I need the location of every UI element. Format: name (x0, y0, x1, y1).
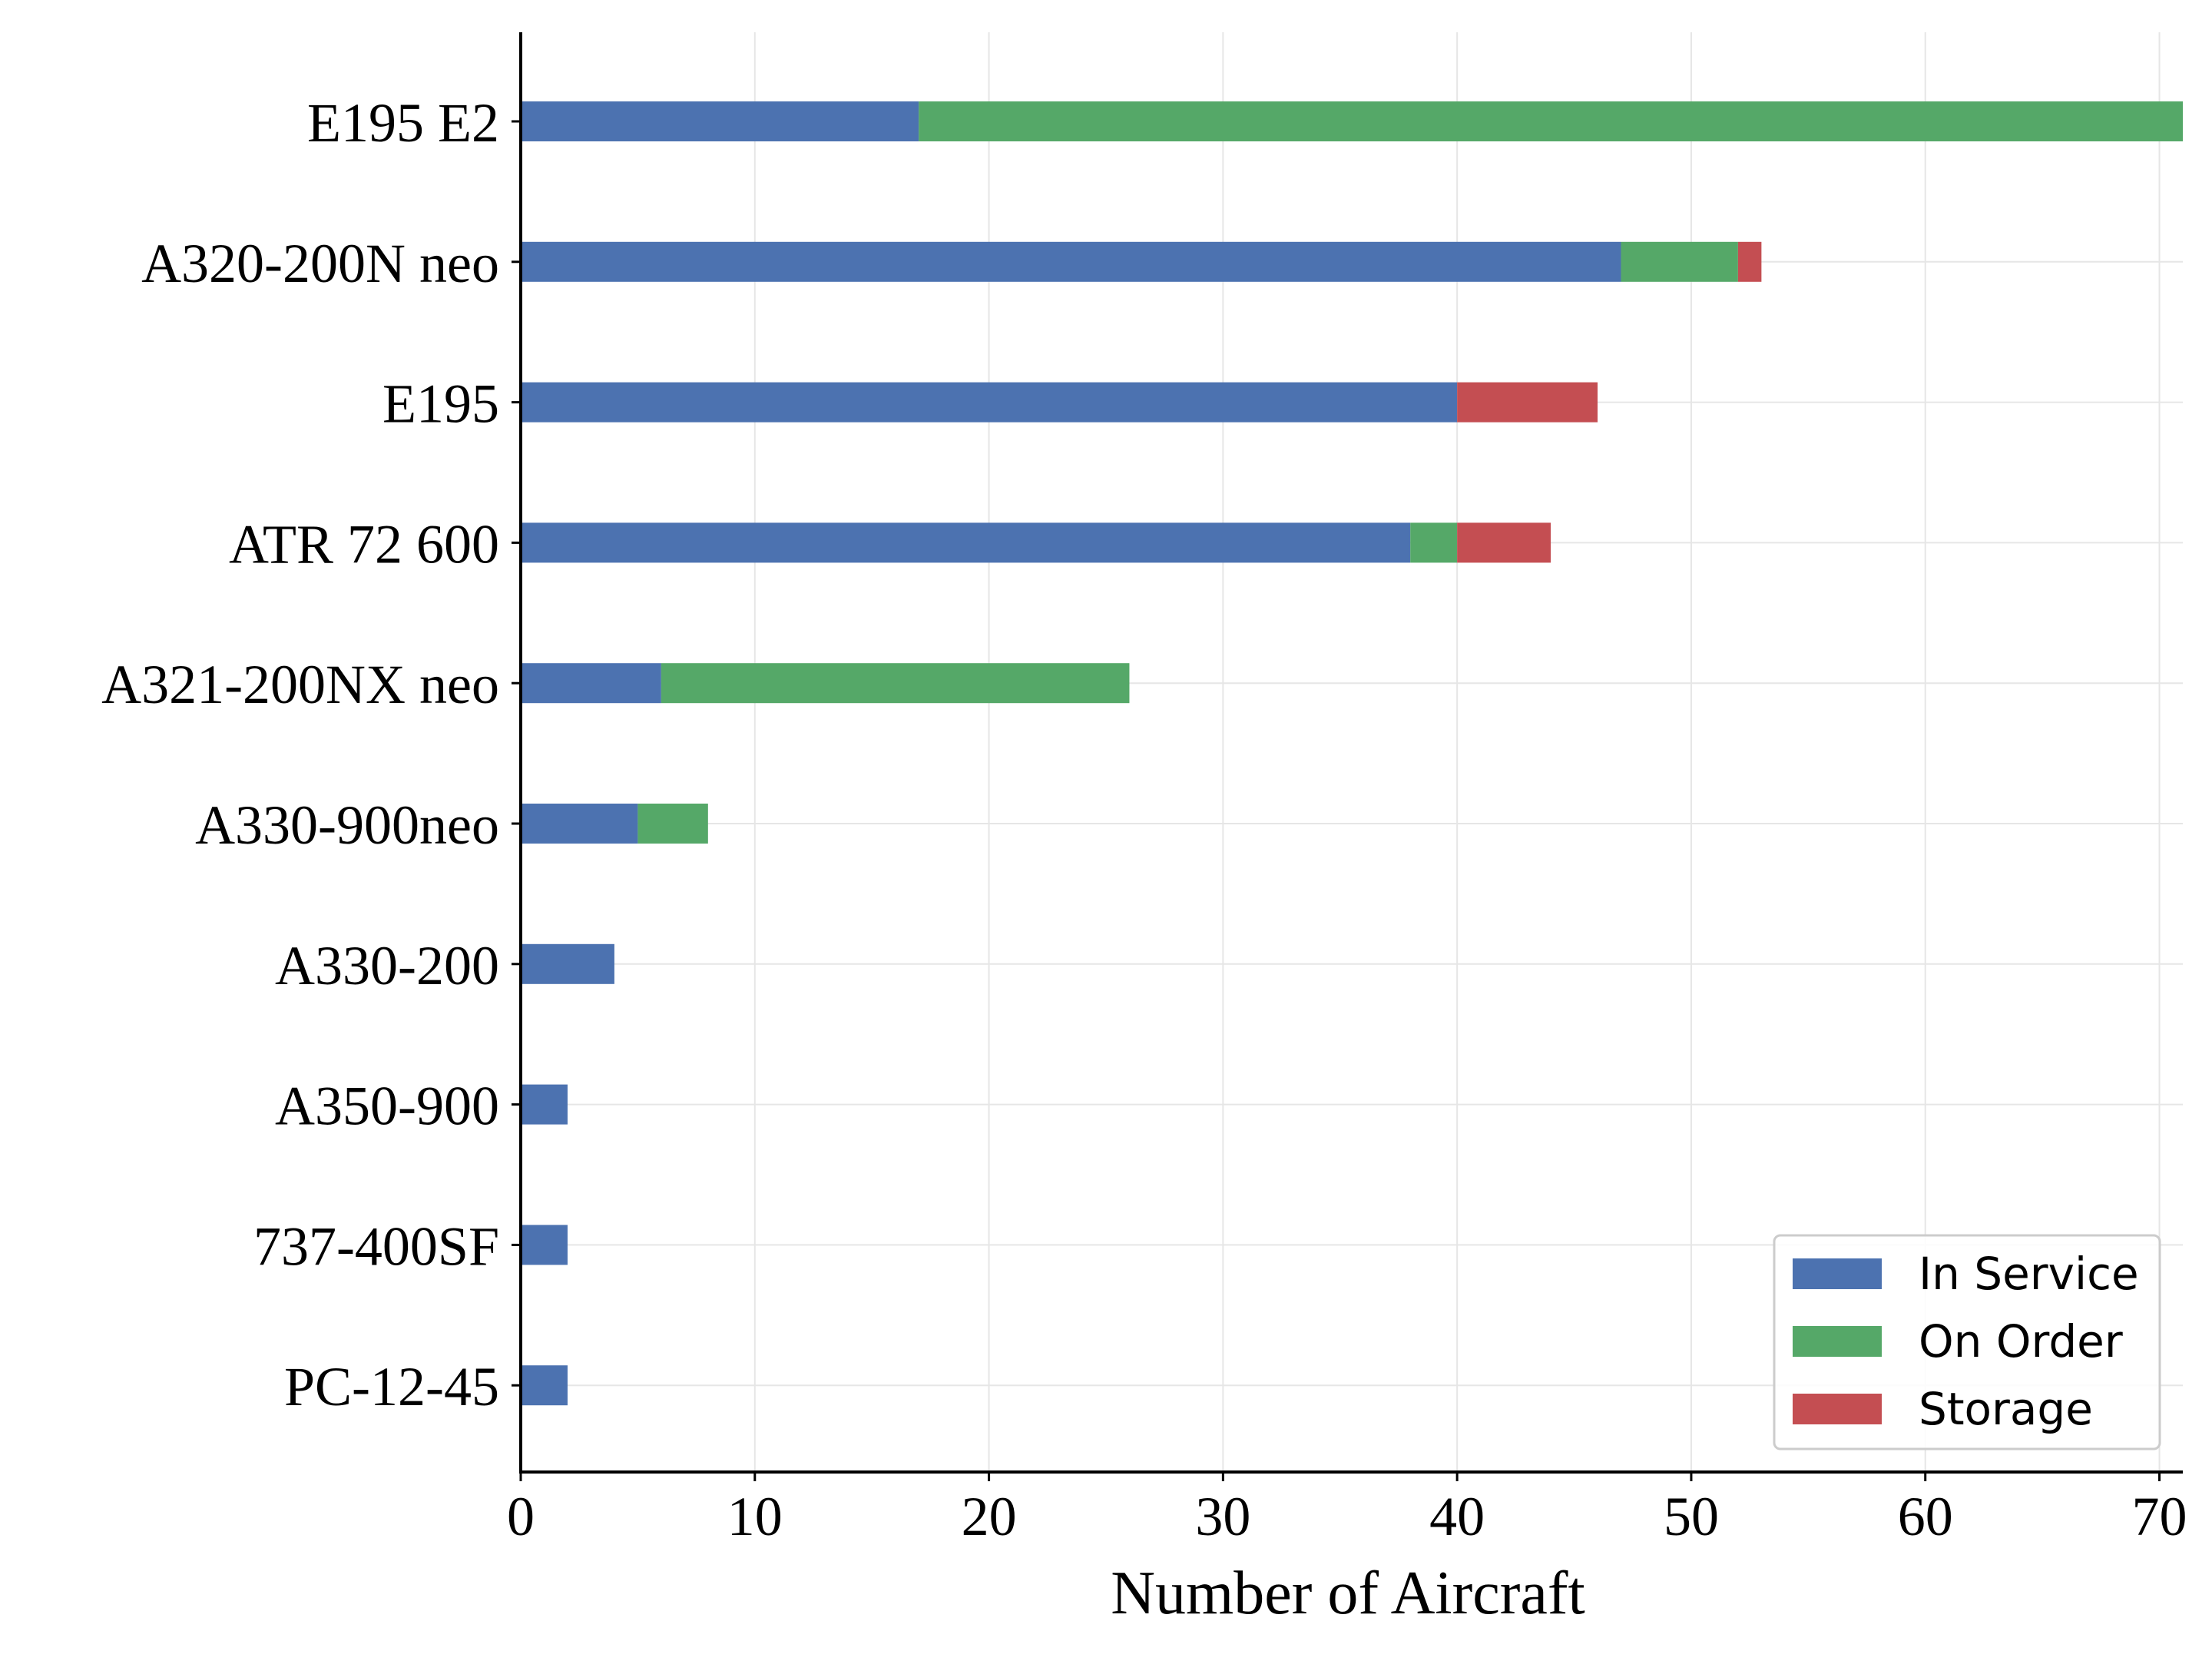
bar-on-order (919, 101, 2183, 141)
x-tick-label: 10 (727, 1486, 783, 1547)
x-tick-label: 40 (1429, 1486, 1485, 1547)
y-tick-label: A320-200N neo (141, 233, 499, 294)
legend-label: In Service (1919, 1248, 2139, 1300)
y-tick-label: A321-200NX neo (101, 654, 499, 715)
y-tick-label: A330-200 (275, 935, 499, 996)
x-tick-label: 70 (2132, 1486, 2187, 1547)
x-axis-title: Number of Aircraft (1111, 1560, 1585, 1627)
y-tick-label: ATR 72 600 (229, 513, 499, 575)
legend-label: Storage (1919, 1383, 2093, 1435)
x-tick-label: 20 (962, 1486, 1017, 1547)
bar-on-order (661, 663, 1130, 704)
bar-in-service (521, 663, 661, 704)
bar-in-service (521, 943, 614, 984)
bar-in-service (521, 522, 1411, 563)
x-tick-label: 50 (1664, 1486, 1719, 1547)
legend-swatch (1793, 1258, 1882, 1289)
legend-swatch (1793, 1394, 1882, 1424)
bar-storage (1457, 382, 1598, 423)
y-tick-label: PC-12-45 (284, 1356, 499, 1417)
bar-storage (1737, 241, 1762, 282)
bar-in-service (521, 101, 919, 141)
x-tick-label: 30 (1195, 1486, 1250, 1547)
y-tick-labels: E195 E2 A320-200N neo E195 ATR 72 600 A321-2… (101, 92, 521, 1417)
legend-swatch (1793, 1326, 1882, 1357)
bar-on-order (1621, 241, 1738, 282)
bar-on-order (1410, 522, 1458, 563)
y-tick-label: E195 (382, 373, 499, 435)
bar-in-service (521, 1084, 568, 1125)
x-tick-label: 0 (507, 1486, 535, 1547)
bar-in-service (521, 1365, 568, 1406)
legend: In Service On Order Storage (1773, 1234, 2161, 1450)
x-tick-label: 60 (1898, 1486, 1953, 1547)
y-tick-label: A350-900 (275, 1076, 499, 1137)
y-tick-label: 737-400SF (253, 1215, 499, 1277)
bar-on-order (637, 804, 708, 844)
bar-in-service (521, 1225, 568, 1265)
bar-in-service (521, 804, 638, 844)
bar-storage (1457, 522, 1551, 563)
legend-label: On Order (1919, 1315, 2123, 1368)
bar-in-service (521, 382, 1458, 423)
x-tick-labels: 0 10 20 30 40 50 60 70 (507, 1472, 2187, 1547)
axes (519, 32, 2183, 1474)
bars (521, 101, 2183, 1406)
y-tick-label: A330-900neo (195, 794, 499, 856)
y-tick-label: E195 E2 (307, 92, 499, 154)
bar-in-service (521, 241, 1621, 282)
